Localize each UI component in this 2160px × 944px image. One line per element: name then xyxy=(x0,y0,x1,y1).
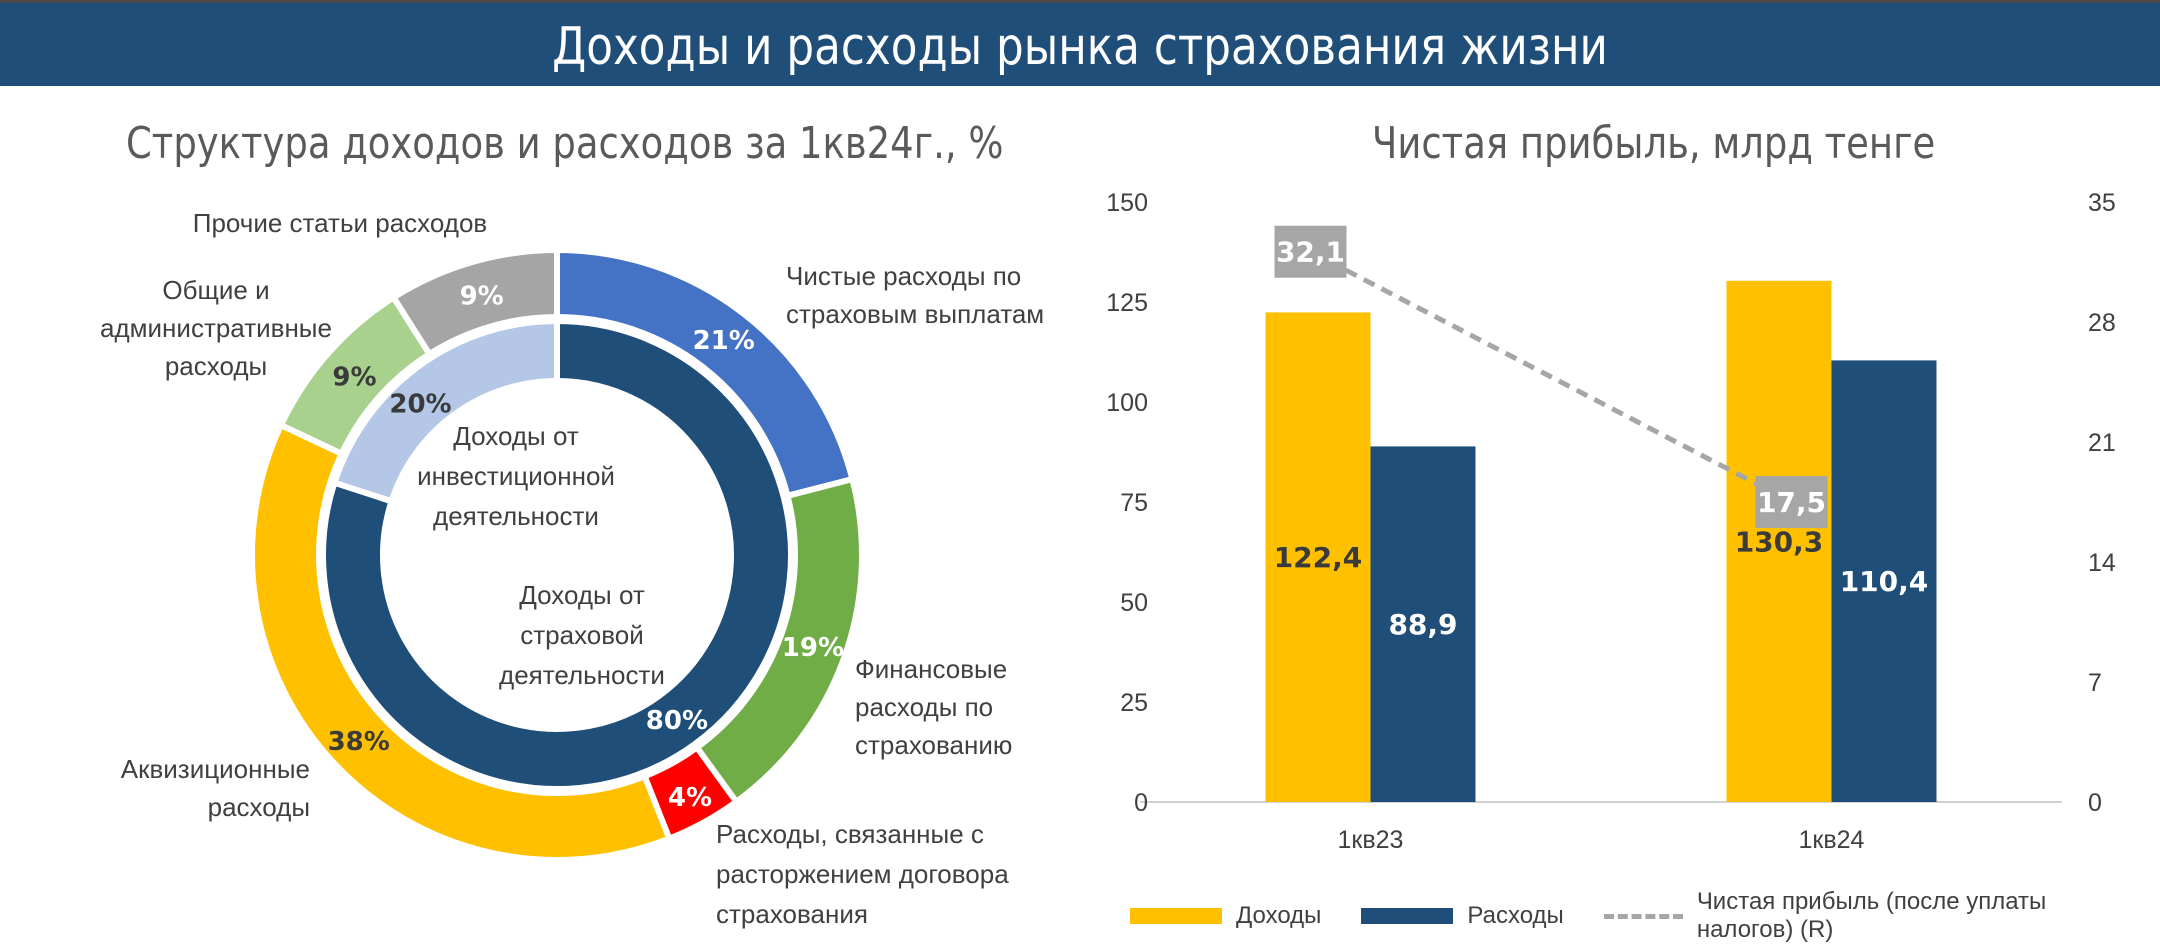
y-tick-label: 0 xyxy=(1134,789,1148,817)
legend-swatch-income xyxy=(1130,908,1222,924)
outer-value-label-1: 19% xyxy=(782,633,844,663)
y2-tick-label: 35 xyxy=(2088,189,2116,217)
y2-tick-label: 0 xyxy=(2088,789,2102,817)
bar-value-label: 88,9 xyxy=(1388,608,1457,641)
page-title: Доходы и расходы рынка страхования жизни xyxy=(552,17,1608,77)
outer-value-label-4: 9% xyxy=(332,362,376,392)
label-other-expenses: Прочие статьи расходов xyxy=(193,208,487,238)
legend-label-expense: Расходы xyxy=(1467,902,1564,929)
bar-value-label: 130,3 xyxy=(1735,525,1824,558)
profit-value-label: 17,5 xyxy=(1757,486,1826,519)
bar-chart-legend: Доходы Расходы Чистая прибыль (после упл… xyxy=(1130,888,2160,943)
label-net-insurance-payouts: Чистые расходы по страховым выплатам xyxy=(786,261,1044,329)
bar-income xyxy=(1726,280,1832,802)
y2-tick-label: 14 xyxy=(2088,549,2116,577)
outer-value-label-3: 38% xyxy=(328,727,390,757)
legend-label-profit: Чистая прибыль (после уплаты налогов) (R… xyxy=(1696,888,2047,943)
y-tick-label: 100 xyxy=(1106,389,1148,417)
bar-value-label: 110,4 xyxy=(1840,565,1929,598)
y-tick-label: 75 xyxy=(1120,489,1148,517)
header-banner: Доходы и расходы рынка страхования жизни xyxy=(0,0,2160,86)
label-termination-expenses: Расходы, связанные с расторжением договор… xyxy=(716,819,1009,929)
inner-value-label-0: 80% xyxy=(646,706,708,736)
label-insurance-income: Доходы от страховой деятельности xyxy=(499,580,665,690)
y-tick-label: 25 xyxy=(1120,689,1148,717)
donut-chart: 21% 19% 4% 38% 9% 9% 80% 20% Чистые расходы по ст… xyxy=(100,208,1044,929)
outer-value-label-5: 9% xyxy=(460,282,504,312)
donut-chart-title: Структура доходов и расходов за 1кв24г.,… xyxy=(126,118,1004,169)
legend-swatch-expense xyxy=(1361,908,1454,924)
label-acquisition-expenses: Аквизиционные расходы xyxy=(121,754,310,822)
bar-income xyxy=(1265,312,1371,802)
legend-item-income: Доходы xyxy=(1130,902,1321,930)
inner-value-label-1: 20% xyxy=(389,389,451,419)
bar-value-label: 122,4 xyxy=(1274,541,1363,574)
legend-swatch-profit xyxy=(1603,913,1683,919)
x-tick-label: 1кв24 xyxy=(1799,826,1865,854)
profit-value-label: 32,1 xyxy=(1276,236,1345,269)
label-financial-expenses: Финансовые расходы по страхованию xyxy=(855,654,1012,760)
x-tick-label: 1кв23 xyxy=(1338,826,1404,854)
profit-point-marker xyxy=(1755,476,1828,528)
y-tick-label: 150 xyxy=(1106,189,1148,217)
y2-tick-label: 21 xyxy=(2088,429,2116,457)
outer-value-label-2: 4% xyxy=(668,783,712,813)
outer-slice-3 xyxy=(249,421,674,863)
inner-slice-0 xyxy=(320,317,794,792)
outer-slice-5 xyxy=(389,246,560,359)
profit-point-marker xyxy=(1274,225,1347,278)
label-general-admin-expenses: Общие и административные расходы xyxy=(100,275,332,381)
outer-value-label-0: 21% xyxy=(693,326,755,356)
y-tick-label: 50 xyxy=(1120,589,1148,617)
bar-expense xyxy=(1370,446,1476,802)
profit-line xyxy=(1309,249,1793,505)
inner-slice-1 xyxy=(330,317,560,506)
legend-item-profit: Чистая прибыль (после уплаты налогов) (R… xyxy=(1603,888,2120,944)
bar-chart-title: Чистая прибыль, млрд тенге xyxy=(1372,118,1936,169)
y-tick-label: 125 xyxy=(1106,289,1148,317)
label-investment-income: Доходы от инвестиционной деятельности xyxy=(417,421,615,531)
legend-item-expense: Расходы xyxy=(1361,902,1564,930)
legend-label-income: Доходы xyxy=(1236,902,1322,929)
y2-tick-label: 28 xyxy=(2088,309,2116,337)
bar-expense xyxy=(1831,360,1937,802)
y2-tick-label: 7 xyxy=(2088,669,2102,697)
